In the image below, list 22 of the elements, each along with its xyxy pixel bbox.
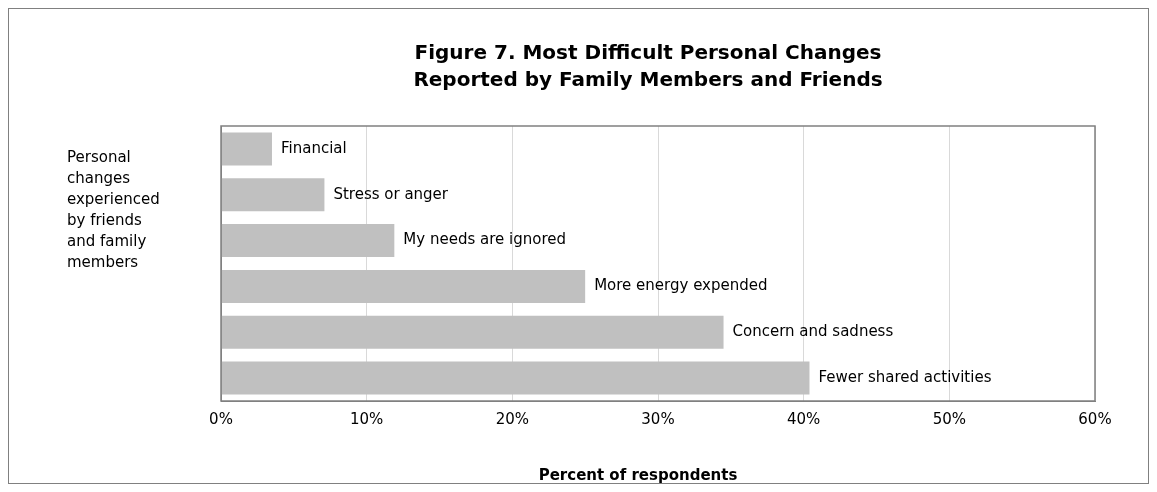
y-tick-label: Concern and sadness bbox=[732, 322, 894, 341]
x-tick-label: 60% bbox=[1078, 409, 1112, 428]
x-tick-label: 10% bbox=[349, 409, 384, 428]
bar bbox=[221, 224, 395, 258]
x-tick-label: 0% bbox=[209, 409, 233, 428]
bar bbox=[221, 132, 272, 166]
chart-title: Figure 7. Most Difficult Personal Changes Reported by Family Members and Friends bbox=[413, 40, 883, 91]
x-axis-title: Percent of respondents bbox=[538, 466, 738, 484]
y-tick-label: More energy expended bbox=[594, 276, 768, 295]
x-tick-label: 50% bbox=[932, 409, 967, 428]
x-tick-label: 20% bbox=[495, 409, 530, 428]
y-tick-label: Financial bbox=[280, 138, 347, 157]
bar bbox=[221, 269, 586, 303]
y-axis-title: Personal changes experienced by friends and family members bbox=[67, 148, 160, 271]
y-tick-label: Stress or anger bbox=[333, 184, 449, 203]
y-tick-label: My needs are ignored bbox=[403, 230, 566, 249]
bar bbox=[221, 178, 325, 212]
x-tick-label: 40% bbox=[786, 409, 821, 428]
bar bbox=[221, 361, 810, 395]
y-tick-label: Fewer shared activities bbox=[818, 367, 992, 386]
bar bbox=[221, 315, 724, 349]
x-tick-label: 30% bbox=[641, 409, 675, 428]
